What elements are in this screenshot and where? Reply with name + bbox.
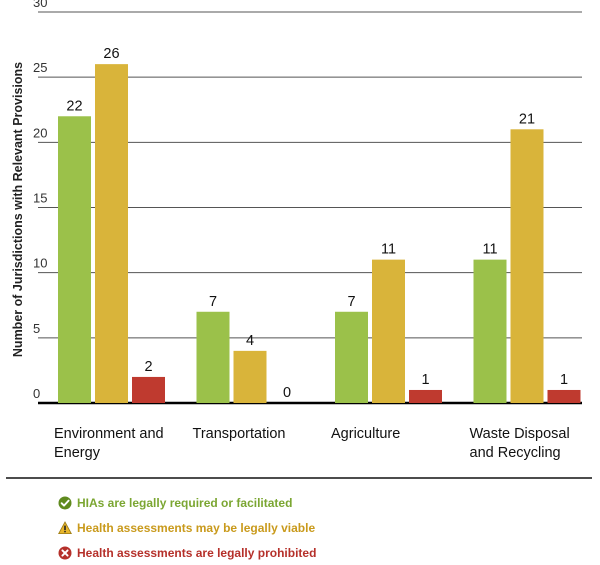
bar — [196, 311, 230, 403]
y-axis-title: Number of Jurisdictions with Relevant Pr… — [11, 62, 25, 357]
data-label: 1 — [560, 372, 568, 388]
bar — [233, 350, 267, 403]
legend-label: Health assessments are legally prohibite… — [77, 545, 317, 560]
warning-triangle-icon — [58, 520, 72, 534]
x-tick-label: Agriculture — [331, 426, 400, 442]
x-tick-label: Environment and Energy — [54, 426, 164, 461]
bar — [95, 64, 128, 403]
data-label: 4 — [246, 333, 254, 349]
legend-label: HIAs are legally required or facilitated — [77, 495, 293, 510]
bar — [510, 129, 544, 404]
legend: HIAs are legally required or facilitated… — [58, 490, 316, 565]
y-tick-label: 5 — [33, 321, 40, 336]
data-label: 7 — [209, 294, 217, 310]
legend-item-required: HIAs are legally required or facilitated — [58, 490, 316, 515]
data-label: 1 — [421, 372, 429, 388]
check-circle-icon — [58, 496, 72, 509]
y-tick-label: 20 — [33, 125, 47, 140]
bar — [132, 376, 165, 403]
data-label: 11 — [381, 242, 396, 258]
data-label: 11 — [482, 242, 497, 258]
y-tick-label: 30 — [33, 0, 47, 10]
legend-label: Health assessments may be legally viable — [77, 520, 316, 535]
bar — [409, 389, 442, 403]
data-label: 7 — [347, 294, 355, 310]
bar — [547, 389, 581, 403]
x-tick-label: Transportation — [193, 426, 286, 442]
y-tick-label: 15 — [33, 191, 47, 206]
bar — [58, 116, 91, 404]
y-tick-label: 0 — [33, 386, 40, 401]
y-tick-label: 10 — [33, 256, 47, 271]
bar — [473, 259, 507, 403]
data-label: 22 — [66, 98, 82, 114]
bar — [335, 311, 368, 403]
legend-item-prohibited: Health assessments are legally prohibite… — [58, 540, 316, 565]
legend-item-viable: Health assessments may be legally viable — [58, 515, 316, 540]
data-label: 21 — [519, 111, 535, 127]
x-tick-label: Waste Disposal and Recycling — [470, 426, 570, 461]
data-label: 26 — [103, 46, 119, 62]
data-label: 0 — [283, 385, 291, 401]
x-circle-icon — [58, 546, 72, 559]
bar — [372, 259, 405, 403]
y-tick-label: 25 — [33, 60, 47, 75]
data-label: 2 — [144, 359, 152, 375]
